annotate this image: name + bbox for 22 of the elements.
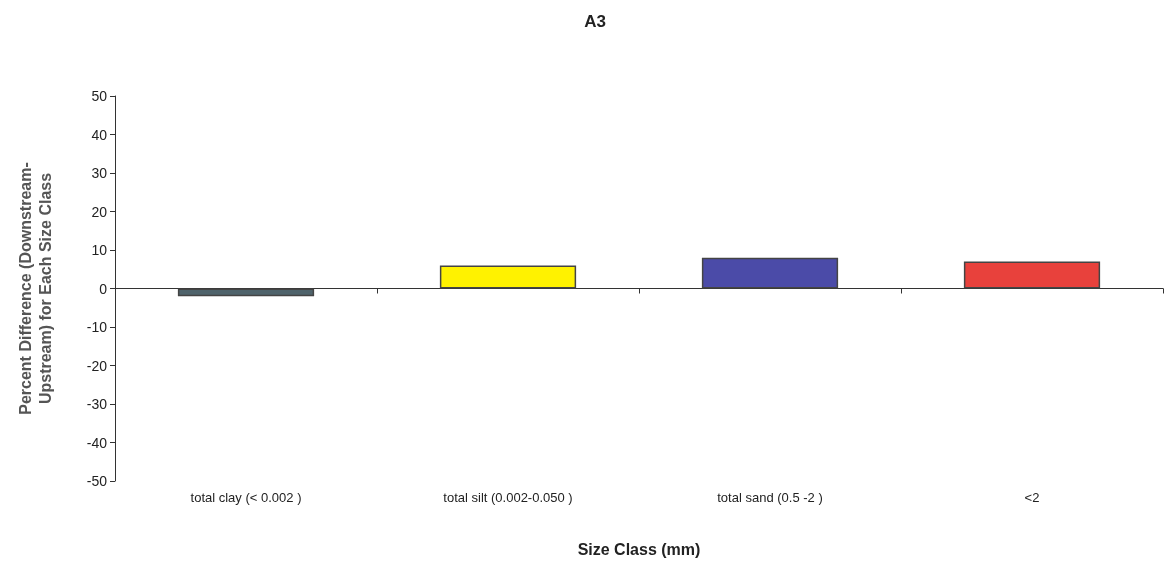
y-tick-label: 10 bbox=[91, 242, 108, 258]
x-axis-title: Size Class (mm) bbox=[577, 540, 701, 558]
y-axis-title: Percent Difference (Downstream- Upstream) for Each Size Class bbox=[16, 162, 54, 415]
y-tick-label: 40 bbox=[91, 126, 108, 143]
bar bbox=[701, 257, 839, 289]
x-tick-label: <2 bbox=[1024, 490, 1040, 505]
bar bbox=[439, 265, 577, 289]
y-tick-label: -40 bbox=[86, 434, 108, 451]
chart-title: A3 bbox=[584, 12, 606, 31]
x-tick-label: total sand (0.5 -2 ) bbox=[717, 490, 823, 505]
x-tick-label: total clay (< 0.002 ) bbox=[190, 490, 302, 505]
y-tick-label: 50 bbox=[91, 88, 108, 104]
x-tick-label: total silt (0.002-0.050 ) bbox=[443, 490, 573, 505]
bar bbox=[177, 288, 315, 297]
y-tick-label: 20 bbox=[91, 203, 108, 220]
y-tick-label: -20 bbox=[86, 357, 108, 374]
y-tick-label: 30 bbox=[91, 165, 108, 181]
y-tick-label: -10 bbox=[86, 319, 108, 335]
bar bbox=[963, 261, 1101, 289]
y-tick-label: -50 bbox=[86, 473, 108, 489]
y-tick-label: -30 bbox=[86, 396, 108, 412]
y-tick-label: 0 bbox=[99, 280, 108, 297]
